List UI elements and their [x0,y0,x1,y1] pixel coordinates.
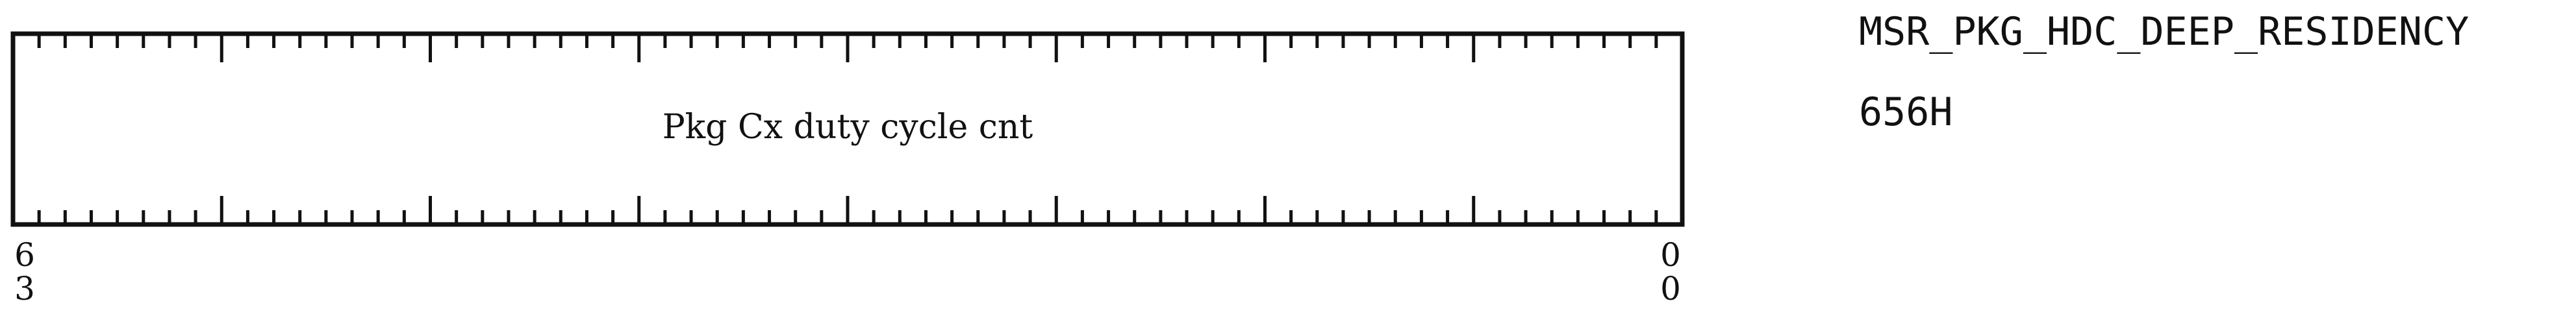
lsb-bit-number-bottom: 0 [1660,270,1681,308]
msr-name: MSR_PKG_HDC_DEEP_RESIDENCY [1859,9,2469,54]
bit-tick-marks [37,34,1658,224]
lsb-bit-number-top: 0 [1660,236,1681,274]
msb-bit-number-top: 6 [14,236,35,274]
msr-address: 656H [1859,90,1953,135]
msb-bit-number-bottom: 3 [14,270,35,308]
field-label: Pkg Cx duty cycle cnt [663,108,1033,147]
register-diagram: Pkg Cx duty cycle cnt 6 3 0 0 [10,31,1685,308]
